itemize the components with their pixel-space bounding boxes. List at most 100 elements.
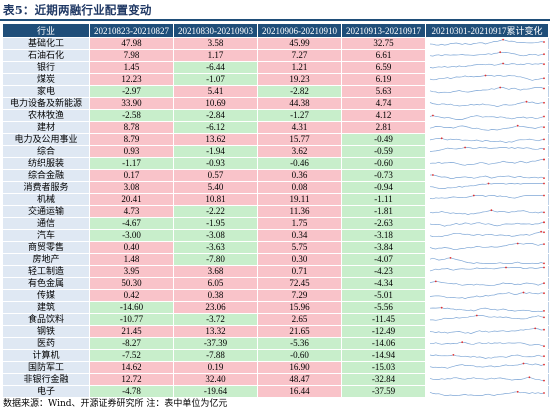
sparkline-marker — [543, 101, 545, 104]
sparkline-marker — [543, 262, 545, 265]
value-cell: 5.75 — [257, 241, 342, 254]
value-cell: 21.65 — [257, 325, 342, 338]
sparkline-marker — [440, 306, 443, 309]
header-industry: 行业 — [2, 23, 90, 38]
sparkline-graphic — [429, 62, 545, 69]
value-cell: -4.67 — [89, 217, 174, 230]
value-cell: 15.77 — [257, 133, 342, 146]
sparkline-marker — [487, 182, 490, 185]
table-row: 商贸零售 0.40 -3.63 5.75 -3.84 — [2, 241, 549, 254]
sparkline-marker — [543, 177, 545, 179]
table-row: 家电 -2.97 5.41 -2.82 5.63 — [2, 85, 549, 98]
table-row: 纺织服装 -1.17 -0.93 -0.46 -0.60 — [2, 157, 549, 170]
table-row: 汽车 -3.00 -3.08 0.34 -3.18 — [2, 229, 549, 242]
industry-name: 商贸零售 — [2, 241, 90, 254]
value-cell: 3.95 — [89, 265, 174, 278]
industry-name: 医药 — [2, 337, 90, 350]
value-cell: 10.69 — [173, 97, 258, 110]
value-cell: 0.17 — [89, 169, 174, 182]
value-cell: 0.19 — [173, 361, 258, 374]
value-cell: -1.27 — [257, 109, 342, 122]
industry-name: 有色金属 — [2, 277, 90, 290]
value-cell: -7.80 — [173, 253, 258, 266]
trend-sparkline — [425, 205, 549, 218]
value-cell: -12.49 — [341, 325, 426, 338]
sparkline-marker — [525, 100, 528, 103]
sparkline-line — [429, 75, 545, 81]
value-cell: -2.22 — [173, 205, 258, 218]
sparkline-marker — [543, 115, 545, 118]
table-row: 电子 -4.78 -19.64 16.44 -37.59 — [2, 385, 549, 398]
value-cell: 11.36 — [257, 205, 342, 218]
sparkline-graphic — [429, 376, 545, 382]
trend-sparkline — [425, 109, 549, 122]
value-cell: 1.45 — [89, 61, 174, 74]
value-cell: -2.82 — [257, 85, 342, 98]
value-cell: -0.94 — [341, 181, 426, 194]
sparkline-marker — [543, 231, 545, 234]
value-cell: -37.39 — [173, 337, 258, 350]
value-cell: 8.78 — [89, 121, 174, 134]
value-cell: -0.60 — [257, 349, 342, 362]
sparkline-graphic — [429, 100, 545, 107]
sparkline-marker — [516, 390, 519, 393]
sparkline-graphic — [429, 194, 545, 200]
sparkline-marker — [543, 345, 545, 348]
sparkline-graphic — [429, 74, 545, 81]
sparkline-marker — [543, 266, 545, 269]
sparkline-line — [429, 243, 545, 251]
value-cell: 32.40 — [173, 373, 258, 386]
sparkline-graphic — [429, 86, 545, 94]
sparkline-line — [429, 307, 545, 312]
sparkline-graphic — [429, 327, 545, 334]
value-cell: -0.93 — [173, 157, 258, 170]
trend-sparkline — [425, 169, 549, 182]
table-row: 石油石化 7.98 1.17 7.27 6.61 — [2, 49, 549, 62]
sparkline-line — [429, 63, 545, 69]
value-cell: -2.58 — [89, 109, 174, 122]
sparkline-line — [430, 315, 545, 321]
value-cell: -10.77 — [89, 313, 174, 326]
industry-name: 房地产 — [2, 253, 90, 266]
sparkline-graphic — [429, 146, 545, 152]
sparkline-line — [429, 51, 545, 57]
trend-sparkline — [425, 133, 549, 146]
value-cell: -5.56 — [341, 301, 426, 314]
table-row: 有色金属 50.30 6.05 72.45 -4.34 — [2, 277, 549, 290]
value-cell: 7.98 — [89, 49, 174, 62]
value-cell: 6.19 — [341, 73, 426, 86]
value-cell: -5.36 — [257, 337, 342, 350]
industry-name: 电力及公用事业 — [2, 133, 90, 146]
sparkline-marker — [452, 354, 455, 356]
sparkline-line — [429, 183, 544, 189]
trend-sparkline — [425, 217, 549, 230]
sparkline-marker — [449, 257, 452, 259]
value-cell: 12.72 — [89, 373, 174, 386]
sparkline-marker — [543, 363, 545, 366]
value-cell: 3.62 — [257, 145, 342, 158]
industry-name: 机械 — [2, 193, 90, 206]
sparkline-marker — [499, 51, 502, 54]
sparkline-graphic — [430, 174, 545, 179]
sparkline-line — [429, 87, 545, 94]
value-cell: 7.29 — [257, 289, 342, 302]
sparkline-marker — [516, 124, 519, 127]
value-cell: -4.23 — [341, 265, 426, 278]
sparkline-line — [429, 195, 544, 200]
header-week-1: 20210823-20210827 — [89, 23, 174, 38]
sparkline-graphic — [429, 38, 545, 46]
sparkline-marker — [461, 341, 464, 344]
value-cell: -7.52 — [89, 349, 174, 362]
trend-sparkline — [425, 241, 549, 254]
sparkline-marker — [543, 211, 545, 214]
table-row: 消费者服务 3.08 5.40 0.08 -0.94 — [2, 181, 549, 194]
title-divider — [0, 19, 550, 21]
value-cell: -37.59 — [341, 385, 426, 398]
sparkline-line — [429, 147, 545, 152]
table-row: 机械 20.41 10.81 19.11 -1.11 — [2, 193, 549, 206]
value-cell: 50.30 — [89, 277, 174, 290]
value-cell: -3.08 — [173, 229, 258, 242]
value-cell: -4.34 — [341, 277, 426, 290]
table-row: 建材 8.78 -6.12 4.31 2.81 — [2, 121, 549, 134]
value-cell: -2.97 — [89, 85, 174, 98]
